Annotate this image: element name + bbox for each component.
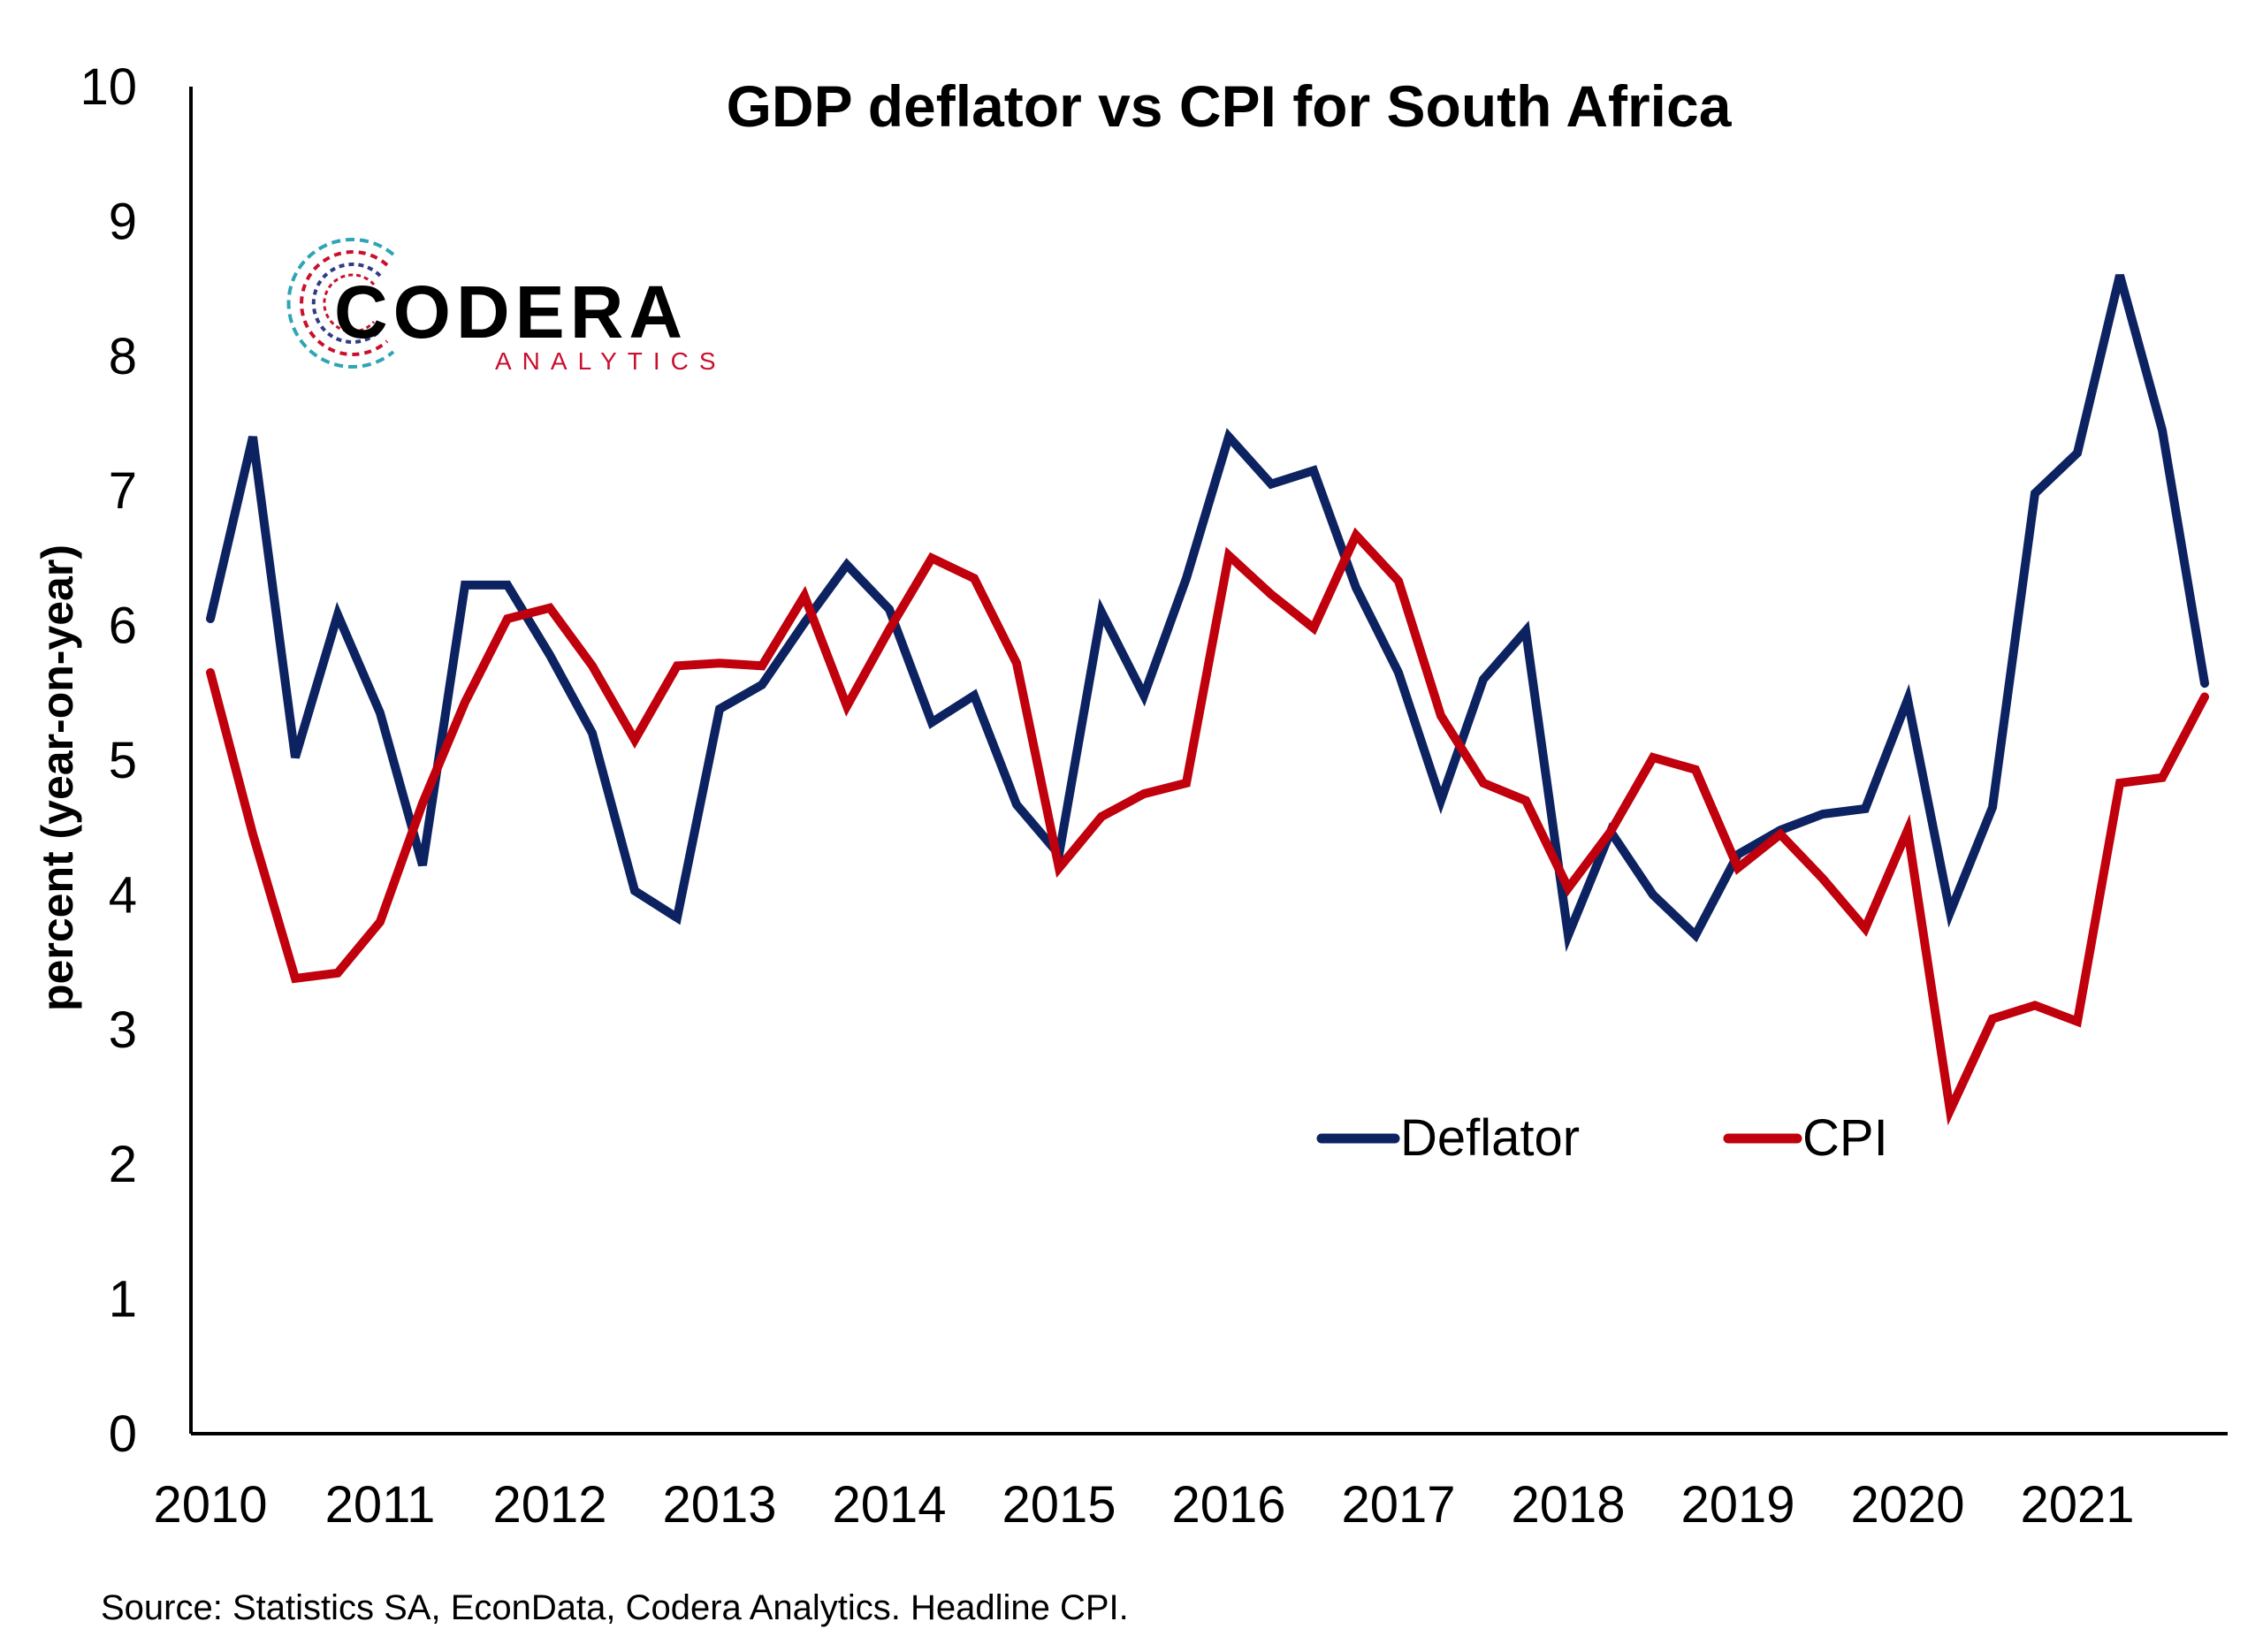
series-layer (206, 274, 2209, 1126)
y-tick-label: 6 (109, 598, 137, 655)
x-tick-label: 2016 (1171, 1476, 1285, 1534)
chart-title: GDP deflator vs CPI for South Africa (727, 73, 1733, 139)
y-tick-label: 7 (109, 462, 137, 520)
legend: Deflator CPI (1316, 1109, 1888, 1167)
x-tick-label: 2017 (1341, 1476, 1455, 1534)
y-tick-label: 8 (109, 328, 137, 385)
y-tick-label: 9 (109, 193, 137, 250)
x-tick-label: 2020 (1850, 1476, 1964, 1534)
y-tick-label: 0 (109, 1405, 137, 1463)
y-tick-label: 4 (109, 866, 137, 924)
logo-subtitle: ANALYTICS (495, 347, 727, 375)
x-tick-label: 2015 (1002, 1476, 1116, 1534)
y-tick-label: 5 (109, 732, 137, 789)
source-note: Source: Statistics SA, EconData, Codera … (101, 1588, 1129, 1627)
legend-cpi-label: CPI (1802, 1109, 1888, 1167)
y-axis-ticks: 0 1 2 3 4 5 6 7 8 9 10 (80, 58, 137, 1463)
x-tick-label: 2013 (662, 1476, 776, 1534)
series-line-deflator (206, 274, 2209, 953)
x-tick-label: 2010 (153, 1476, 267, 1534)
y-axis-label: percent (year-on-year) (33, 544, 82, 1011)
x-tick-label: 2014 (832, 1476, 946, 1534)
y-tick-label: 3 (109, 1001, 137, 1059)
x-axis-ticks: 2010 2011 2012 2013 2014 2015 2016 2017 2018 2019… (153, 1476, 2134, 1534)
codera-logo: CODERA ANALYTICS (286, 238, 727, 375)
legend-deflator-label: Deflator (1400, 1109, 1580, 1167)
x-tick-label: 2018 (1511, 1476, 1625, 1534)
x-tick-label: 2011 (325, 1476, 436, 1534)
y-tick-label: 10 (80, 58, 137, 116)
series-line-cpi (206, 527, 2209, 1126)
y-tick-label: 2 (109, 1136, 137, 1193)
x-tick-label: 2019 (1680, 1476, 1794, 1534)
logo-emblem-icon (286, 238, 395, 369)
x-tick-label: 2012 (492, 1476, 606, 1534)
logo-wordmark: CODERA (334, 270, 688, 354)
x-tick-label: 2021 (2020, 1476, 2134, 1534)
y-tick-label: 1 (109, 1271, 137, 1328)
